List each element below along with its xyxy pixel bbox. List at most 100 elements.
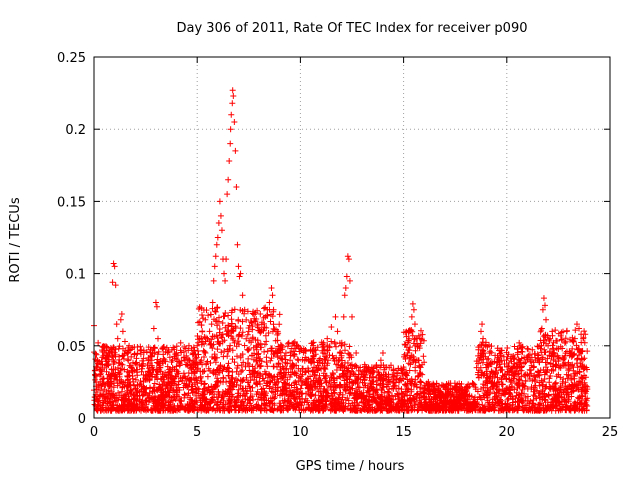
- data-point: [235, 263, 242, 270]
- data-point: [345, 256, 352, 263]
- data-point: [140, 378, 147, 385]
- data-point: [96, 393, 103, 400]
- data-point: [534, 357, 541, 364]
- data-point: [157, 364, 164, 371]
- data-point: [338, 342, 345, 349]
- data-point: [563, 371, 570, 378]
- x-tick-label: 0: [90, 425, 98, 440]
- data-point: [236, 273, 243, 280]
- data-point: [509, 364, 516, 371]
- data-point: [377, 357, 384, 364]
- data-point: [95, 339, 102, 346]
- data-point: [425, 378, 432, 385]
- data-point: [231, 118, 238, 125]
- data-point: [206, 328, 213, 335]
- data-point: [517, 342, 524, 349]
- data-point: [408, 313, 415, 320]
- data-point: [202, 350, 209, 357]
- data-point: [121, 338, 128, 345]
- data-point: [226, 157, 233, 164]
- data-point: [113, 321, 120, 328]
- data-point: [365, 364, 372, 371]
- data-point: [346, 277, 353, 284]
- data-point: [547, 335, 554, 342]
- data-point: [386, 386, 393, 393]
- data-point: [269, 292, 276, 299]
- data-point: [545, 342, 552, 349]
- data-point: [462, 400, 469, 407]
- data-point: [541, 302, 548, 309]
- data-point: [109, 279, 116, 286]
- data-point: [107, 378, 114, 385]
- x-tick-label: 20: [499, 425, 516, 440]
- data-point: [105, 371, 112, 378]
- data-point: [353, 350, 360, 357]
- data-point: [328, 324, 335, 331]
- data-point: [161, 378, 168, 385]
- data-point: [580, 335, 587, 342]
- data-point: [227, 140, 234, 147]
- data-point: [194, 342, 201, 349]
- data-point: [487, 386, 494, 393]
- data-point: [211, 263, 218, 270]
- data-point: [551, 350, 558, 357]
- data-point: [343, 273, 350, 280]
- data-point: [567, 350, 574, 357]
- data-point: [282, 350, 289, 357]
- data-point: [217, 212, 224, 219]
- data-point: [227, 126, 234, 133]
- data-point: [530, 364, 537, 371]
- data-point: [334, 328, 341, 335]
- data-point: [232, 147, 239, 154]
- data-point: [480, 335, 487, 342]
- data-point: [223, 256, 230, 263]
- data-point: [110, 260, 117, 267]
- data-point: [112, 282, 119, 289]
- data-point: [307, 386, 314, 393]
- y-axis-label: ROTI / TECUs: [8, 197, 23, 282]
- data-point: [392, 393, 399, 400]
- y-tick-label: 0.15: [57, 195, 86, 210]
- data-point: [450, 400, 457, 407]
- data-point: [132, 386, 139, 393]
- data-point: [493, 393, 500, 400]
- data-point: [245, 328, 252, 335]
- data-point: [299, 371, 306, 378]
- x-tick-label: 15: [395, 425, 412, 440]
- data-point: [258, 328, 265, 335]
- data-point: [115, 345, 122, 352]
- data-point: [230, 92, 237, 99]
- x-tick-label: 25: [602, 425, 619, 440]
- data-point: [216, 198, 223, 205]
- data-point: [303, 378, 310, 385]
- data-point: [204, 335, 211, 342]
- data-point: [516, 339, 523, 346]
- data-point: [472, 386, 479, 393]
- data-point: [404, 350, 411, 357]
- data-point: [478, 328, 484, 335]
- data-point: [295, 357, 302, 364]
- data-point: [153, 303, 160, 310]
- data-point: [411, 321, 418, 328]
- data-point: [479, 321, 486, 328]
- data-point: [270, 306, 277, 313]
- data-point: [524, 371, 531, 378]
- data-point: [278, 342, 285, 349]
- data-point: [311, 371, 318, 378]
- data-point: [539, 306, 546, 313]
- data-point: [505, 371, 512, 378]
- data-point: [499, 386, 506, 393]
- data-point: [437, 393, 444, 400]
- x-tick-label: 5: [193, 425, 201, 440]
- data-point: [119, 328, 126, 335]
- data-point: [212, 253, 219, 260]
- data-point: [379, 350, 386, 357]
- data-point: [287, 357, 294, 364]
- data-point: [128, 364, 135, 371]
- data-point: [185, 342, 192, 349]
- data-point: [476, 342, 483, 349]
- data-point: [264, 306, 271, 313]
- data-point: [342, 285, 349, 292]
- data-point: [224, 191, 231, 198]
- data-point: [340, 313, 347, 320]
